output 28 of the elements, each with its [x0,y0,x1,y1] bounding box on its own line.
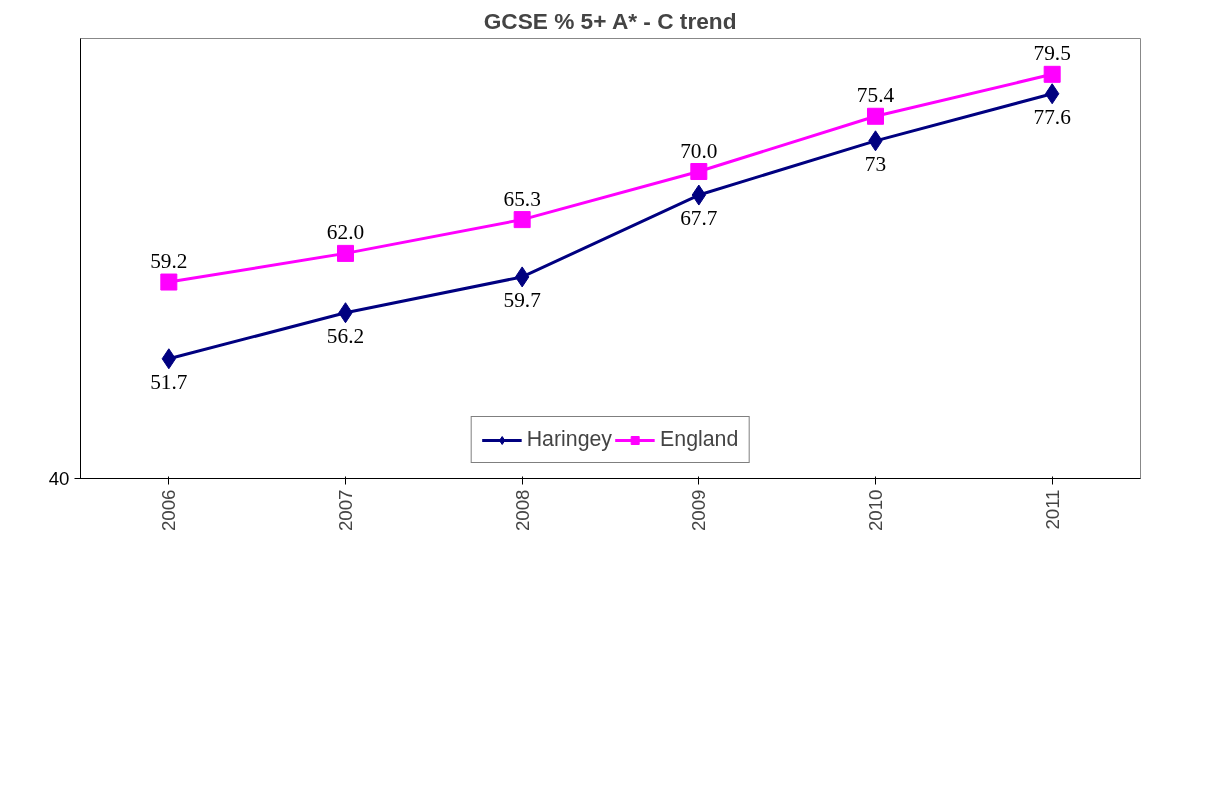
data-label: 62.0 [326,220,365,245]
legend-label: England [660,427,739,452]
point [690,163,708,181]
x-tick-label: 2008 [511,489,533,531]
point [337,244,354,262]
data-label: 67.7 [680,206,718,231]
data-label: 79.5 [1033,41,1071,66]
text: 40 [48,468,70,489]
data-label: 65.3 [503,186,541,211]
point [513,211,531,229]
x-tick-label: 2006 [158,489,180,531]
data-label: 59.7 [503,287,542,312]
point [867,107,884,125]
data-label: 75.4 [856,83,895,108]
x-tick-label: 2010 [865,489,886,531]
data-label: 70.0 [680,138,718,163]
data-label: 56.2 [326,323,365,348]
x-tick-label: 2009 [688,489,710,531]
legend-label: Haringey [526,427,613,452]
data-label: 51.7 [150,369,188,394]
chart-title: GCSE % 5+ A* - C trend [483,7,737,34]
point [160,273,178,291]
x-tick-label: 2007 [335,489,356,531]
x-tick-label: 2011 [1041,489,1063,530]
point [1043,65,1061,83]
data-label: 59.2 [150,249,188,274]
data-label: 73 [864,151,887,176]
data-label: 77.6 [1033,104,1072,129]
